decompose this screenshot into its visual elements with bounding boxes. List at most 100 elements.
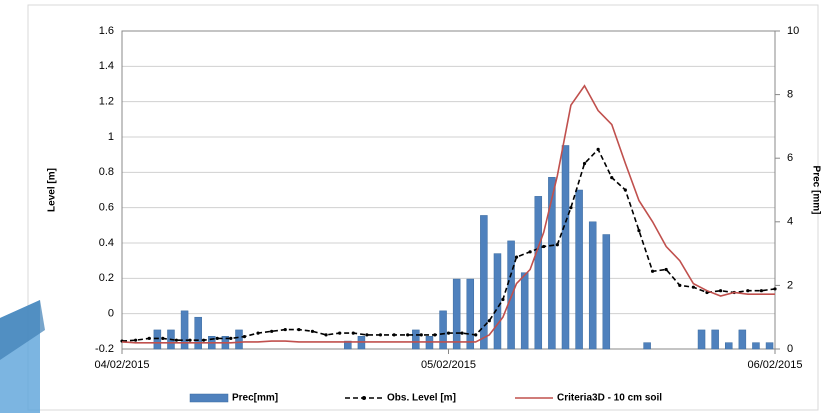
bar <box>180 310 189 350</box>
bar <box>643 342 651 350</box>
line-marker <box>528 250 532 254</box>
y2-tick-label: 0 <box>787 343 793 355</box>
y-tick-label: 0.8 <box>99 166 114 178</box>
legend-label: Obs. Level [m] <box>387 393 456 404</box>
line-marker <box>569 206 573 210</box>
line-marker <box>256 331 260 335</box>
bar <box>765 342 774 350</box>
line-marker <box>501 297 505 302</box>
line-marker <box>433 333 437 337</box>
bar <box>561 145 570 350</box>
bar <box>602 234 611 350</box>
legend-label: Prec[mm] <box>232 393 278 404</box>
y2-axis-title: Prec [mm] <box>810 166 821 215</box>
line-marker <box>664 267 668 272</box>
line-marker <box>242 335 247 339</box>
decoration <box>0 300 45 360</box>
legend-label: Criteria3D - 10 cm soil <box>557 393 662 404</box>
line-marker <box>351 331 355 335</box>
line-marker <box>229 336 233 340</box>
x-tick-label: 06/02/2015 <box>747 359 802 371</box>
bar <box>534 196 543 350</box>
line-marker <box>718 289 723 293</box>
line-marker <box>310 329 315 333</box>
line-marker <box>446 331 451 335</box>
line-marker <box>215 336 219 340</box>
line-marker <box>283 327 287 332</box>
line-marker <box>202 338 206 342</box>
y-tick-label: 0.2 <box>99 272 114 284</box>
line-marker <box>460 331 464 335</box>
line-marker <box>514 255 519 259</box>
line-marker <box>297 327 301 332</box>
x-tick-label: 04/02/2015 <box>94 359 149 371</box>
line-marker <box>188 338 192 342</box>
line-marker <box>134 338 138 342</box>
line-marker <box>487 319 491 323</box>
bar <box>439 310 447 350</box>
bar <box>752 342 760 350</box>
line-marker <box>542 244 546 249</box>
x-tick-label: 05/02/2015 <box>421 359 476 371</box>
line-marker <box>746 289 750 293</box>
bar <box>711 329 719 350</box>
y2-tick-label: 10 <box>787 25 799 37</box>
y-axis-title: Level [m] <box>47 168 58 212</box>
y-tick-label: 1 <box>108 131 114 143</box>
y2-tick-label: 2 <box>787 279 793 291</box>
y-tick-label: 0.4 <box>99 237 114 249</box>
line-marker <box>582 161 587 166</box>
bar <box>452 278 461 350</box>
line-marker <box>406 333 410 337</box>
bar <box>738 329 747 350</box>
y-tick-label: 0 <box>108 308 114 320</box>
line-marker <box>555 243 559 247</box>
line-marker <box>161 336 165 340</box>
legend-swatch <box>189 393 229 403</box>
y-tick-label: -0.2 <box>95 343 114 355</box>
y2-tick-label: 6 <box>787 152 793 164</box>
line-marker <box>596 147 600 151</box>
line-marker <box>378 333 383 337</box>
y2-tick-label: 4 <box>787 216 793 228</box>
line-marker <box>759 289 763 293</box>
legend-marker <box>362 396 366 400</box>
line-marker <box>392 333 396 337</box>
bar <box>466 278 475 350</box>
line-marker <box>610 176 614 180</box>
bar <box>575 189 583 350</box>
bar <box>153 329 162 350</box>
line <box>121 84 775 344</box>
line-marker <box>650 269 655 273</box>
bar <box>520 272 529 350</box>
line-marker <box>174 338 179 342</box>
y-tick-label: 1.4 <box>99 60 114 72</box>
line-marker <box>691 285 695 289</box>
bar <box>724 342 733 350</box>
line-marker <box>324 333 328 337</box>
y-tick-label: 1.6 <box>99 25 114 37</box>
y-tick-label: 1.2 <box>99 96 114 108</box>
line-marker <box>365 333 369 337</box>
bar <box>697 329 706 350</box>
line-marker <box>637 229 641 233</box>
line-marker <box>147 336 151 340</box>
bar <box>493 253 502 350</box>
bar <box>412 329 420 350</box>
bar <box>588 221 597 350</box>
line-marker <box>338 331 342 335</box>
line-marker <box>419 333 423 337</box>
line-marker <box>773 287 777 291</box>
line-marker <box>270 329 274 333</box>
line-marker <box>623 188 627 192</box>
bar <box>194 316 202 350</box>
line-marker <box>678 283 682 287</box>
line-marker <box>474 333 478 337</box>
y2-tick-label: 8 <box>787 89 793 101</box>
bar <box>480 215 488 350</box>
bar <box>548 177 556 350</box>
bar <box>235 329 243 350</box>
bar <box>344 340 352 350</box>
